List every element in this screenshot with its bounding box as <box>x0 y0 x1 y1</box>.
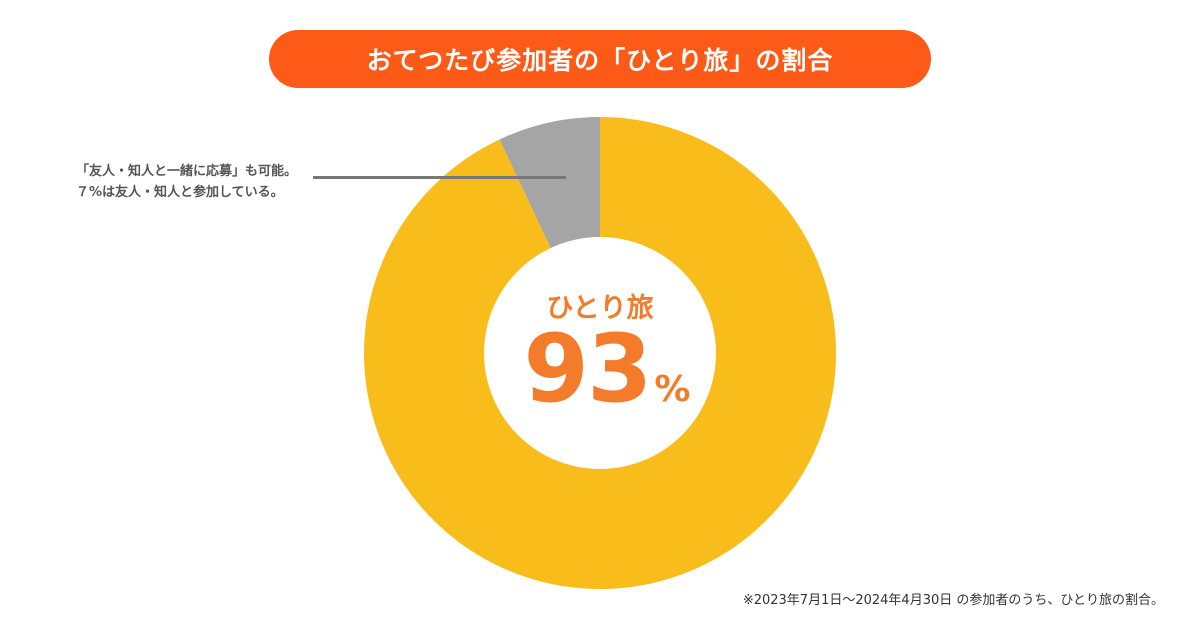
annotation-leader-line <box>313 176 566 179</box>
center-label: ひとり旅 93 % <box>484 238 716 470</box>
center-unit: % <box>654 368 691 410</box>
center-value: 93 <box>523 314 653 424</box>
annotation-line-2: ７%は友人・知人と参加している。 <box>76 185 284 200</box>
center-value-group: 93 % <box>523 314 691 424</box>
donut-hole <box>484 237 716 469</box>
footnote: ※2023年7月1日〜2024年4月30日 の参加者のうち、ひとり旅の割合。 <box>742 593 1164 608</box>
chart-title: おてつたび参加者の「ひとり旅」の割合 <box>366 46 834 75</box>
minor-slice-annotation: 「友人・知人と一緒に応募」も可能。 ７%は友人・知人と参加している。 <box>76 161 297 203</box>
title-banner: おてつたび参加者の「ひとり旅」の割合 <box>269 30 931 88</box>
annotation-line-1: 「友人・知人と一緒に応募」も可能。 <box>76 164 298 179</box>
center-category-label: ひとり旅 <box>546 292 654 324</box>
